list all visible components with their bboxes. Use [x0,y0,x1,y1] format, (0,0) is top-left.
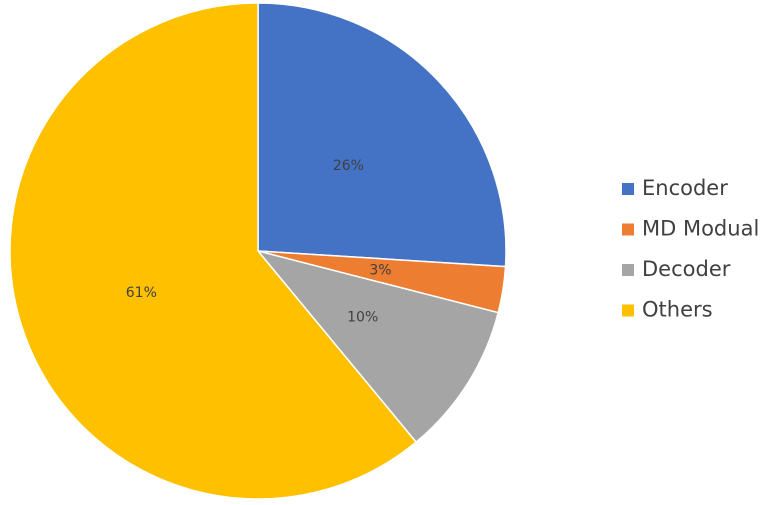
legend-swatch [622,183,634,195]
legend-swatch [622,304,634,317]
pie-slice [255,249,500,444]
legend-label: Others [642,298,713,322]
legend-label: Decoder [642,257,731,281]
legend-swatch [622,264,634,276]
data-label: 3% [369,262,391,278]
legend-swatch [622,223,634,236]
pie-slice [257,2,507,268]
data-label: 10% [347,309,378,325]
pie-slice [9,2,418,500]
data-label: 26% [333,158,364,174]
legend-label: Encoder [642,176,728,200]
data-label: 61% [126,285,157,301]
legend-label: MD Modual [642,217,759,241]
